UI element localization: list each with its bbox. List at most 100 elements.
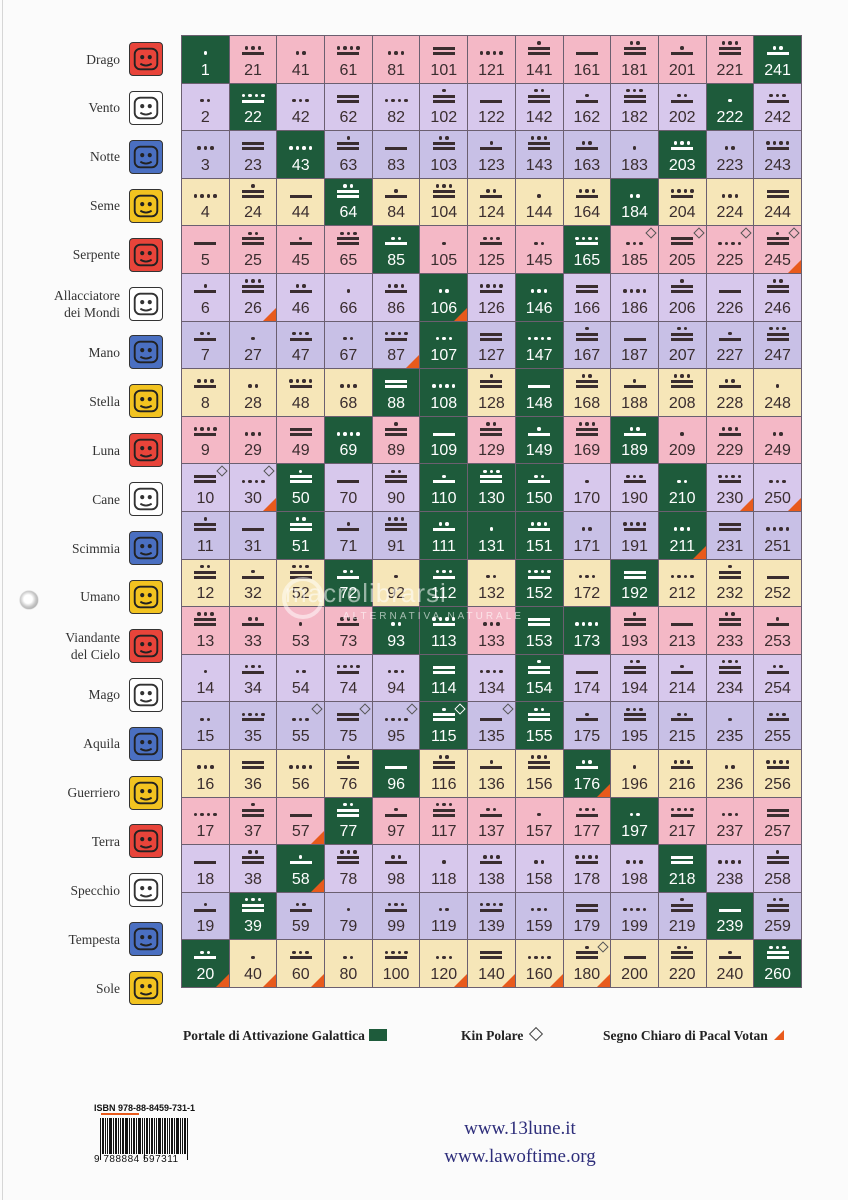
kin-number: 47 (291, 347, 310, 365)
tone-glyph-icon (468, 467, 515, 484)
grid-row: 16 36 56 76 96 116 136 156 176 196 216 236 256 (181, 748, 802, 798)
kin-number: 155 (525, 727, 553, 745)
kin-number: 30 (244, 489, 262, 507)
kin-cell: 207 (657, 320, 707, 370)
kin-cell: 169 (562, 415, 612, 465)
kin-cell: 116 (419, 748, 469, 798)
tone-glyph-icon (277, 87, 324, 103)
tone-glyph-icon (659, 801, 706, 817)
kin-number: 39 (244, 918, 262, 936)
tone-glyph-icon (373, 943, 420, 960)
tone-glyph-icon (182, 753, 229, 769)
kin-number: 35 (244, 727, 262, 745)
tone-glyph-icon (373, 896, 420, 912)
kin-number: 125 (478, 251, 505, 269)
tone-glyph-icon (516, 848, 563, 864)
tone-glyph-icon (516, 420, 563, 436)
kin-cell: 242 (753, 82, 802, 132)
tone-glyph-icon (659, 943, 706, 960)
tone-glyph-icon (611, 610, 658, 627)
tone-glyph-icon (754, 277, 801, 293)
tone-glyph-icon (230, 658, 277, 674)
kin-number: 190 (621, 489, 648, 507)
kin-cell: 61 (324, 35, 373, 84)
kin-number: 175 (573, 727, 601, 745)
kin-cell: 228 (705, 368, 755, 417)
kin-cell: 214 (657, 653, 707, 703)
tone-glyph-icon (754, 134, 801, 151)
kin-cell: 39 (228, 891, 278, 941)
blue-eagle-seal-icon (129, 726, 163, 761)
kin-number: 24 (244, 204, 262, 222)
kin-cell: 208 (657, 368, 707, 417)
kin-cell: 225 (705, 225, 755, 274)
tone-glyph-icon (468, 563, 515, 579)
pacal-votan-triangle-icon (692, 545, 706, 559)
kin-cell: 94 (371, 653, 421, 703)
tone-glyph-icon (659, 896, 706, 912)
link-13lune[interactable]: www.13lune.it (464, 1118, 576, 1139)
kin-cell: 259 (753, 891, 802, 941)
kin-number: 6 (200, 299, 210, 317)
kin-number: 94 (387, 680, 405, 698)
tone-glyph-icon (611, 182, 658, 198)
kin-number: 105 (430, 251, 458, 269)
tone-glyph-icon (611, 658, 658, 674)
barcode-stripe (138, 1118, 141, 1154)
kin-cell: 131 (467, 510, 516, 560)
barcode-stripe (154, 1118, 155, 1154)
kin-cell: 188 (610, 368, 659, 417)
kin-cell: 40 (228, 939, 278, 988)
kin-cell: 71 (324, 510, 373, 560)
kin-number: 173 (573, 632, 601, 650)
seal-label-line: Umano (80, 589, 120, 605)
kin-cell: 12 (181, 558, 230, 608)
tone-glyph-icon (325, 848, 372, 865)
seal-label-line: Allacciatore (54, 287, 120, 303)
kin-number: 10 (196, 489, 215, 507)
link-lawoftime[interactable]: www.lawoftime.org (444, 1146, 596, 1167)
kin-cell: 221 (705, 35, 755, 84)
kin-number: 33 (244, 632, 262, 650)
kin-cell: 235 (705, 701, 755, 750)
barcode-stripe (133, 1118, 135, 1154)
kin-cell: 135 (467, 701, 516, 750)
barcode-stripe (184, 1118, 186, 1154)
kin-number: 50 (291, 489, 310, 507)
tone-glyph-icon (611, 372, 658, 389)
kin-number: 70 (339, 489, 358, 507)
seal-label-line: Guerriero (67, 785, 120, 800)
kin-number: 228 (716, 394, 744, 412)
kin-number: 236 (716, 775, 744, 793)
kin-number: 103 (430, 156, 458, 174)
kin-number: 15 (196, 727, 215, 745)
tone-glyph-icon (277, 229, 324, 246)
kin-cell: 81 (371, 35, 421, 84)
tone-glyph-icon (325, 943, 372, 960)
tone-glyph-icon (182, 39, 229, 55)
kin-number: 242 (764, 109, 791, 127)
tone-glyph-icon (516, 896, 563, 912)
kin-number: 178 (573, 870, 601, 888)
kin-cell: 28 (228, 368, 278, 417)
kin-number: 185 (621, 251, 648, 269)
kin-cell: 256 (753, 748, 802, 798)
kin-cell: 245 (753, 225, 802, 274)
tone-glyph-icon (516, 801, 563, 817)
tone-glyph-icon (754, 943, 801, 960)
kin-cell: 159 (514, 891, 564, 941)
kin-number: 154 (525, 680, 553, 698)
kin-number: 251 (764, 537, 791, 555)
kin-cell: 98 (371, 844, 421, 893)
kin-number: 28 (244, 394, 262, 412)
kin-number: 227 (716, 347, 744, 365)
kin-number: 102 (430, 109, 458, 127)
kin-cell: 166 (562, 272, 612, 322)
kin-cell: 1 (181, 35, 230, 84)
tone-glyph-icon (373, 182, 420, 198)
tone-glyph-icon (611, 563, 658, 579)
barcode-stripe (136, 1118, 137, 1154)
kin-number: 72 (339, 585, 358, 603)
kin-cell: 104 (419, 177, 469, 227)
kin-number: 248 (764, 394, 791, 412)
